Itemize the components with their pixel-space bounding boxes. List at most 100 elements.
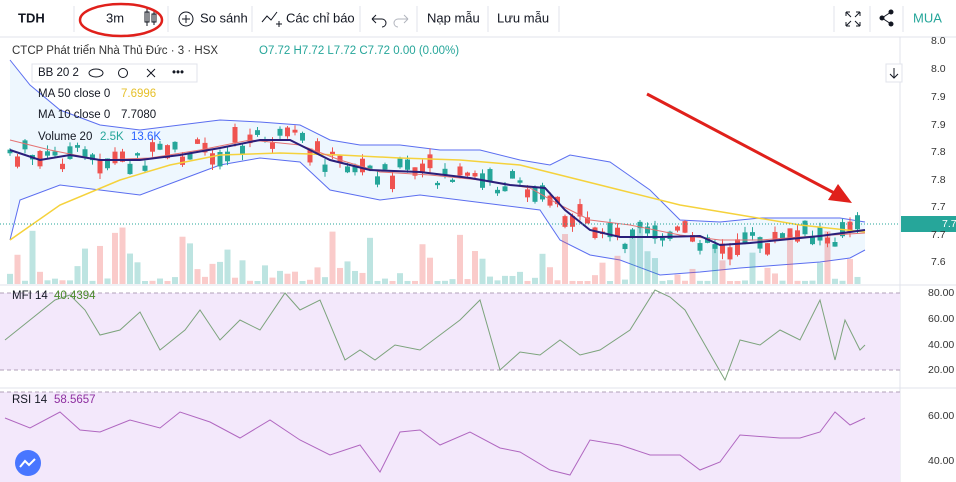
candle-body [607, 222, 613, 238]
candle-body [172, 141, 178, 150]
candle-body [202, 142, 208, 153]
rsi-tick-label: 40.00 [928, 455, 954, 467]
volume-bar [532, 277, 538, 284]
volume-bar [622, 279, 628, 284]
volume-bar [179, 236, 186, 284]
share[interactable] [879, 9, 894, 27]
candle-body [427, 154, 433, 169]
candle-body [135, 153, 140, 156]
volume-bar [562, 234, 568, 284]
candle-body [765, 243, 770, 255]
bb-lower [9, 157, 866, 276]
price-tick-label: 8.0 [931, 63, 946, 75]
save-template[interactable]: Lưu mẫu [497, 10, 549, 25]
volume-bar [682, 280, 688, 284]
volume-bar [397, 273, 403, 284]
candle-body [300, 132, 305, 141]
volume-bar [299, 280, 306, 284]
volume-bar [322, 277, 328, 284]
volume-bar [637, 228, 643, 284]
ma10-legend: MA 10 close 0 [38, 109, 110, 121]
volume-bar [172, 277, 178, 284]
volume-bar [149, 280, 156, 284]
load-template[interactable]: Nạp mẫu [427, 10, 480, 25]
rsi-value: 58.5657 [54, 394, 96, 406]
volume-bar [757, 280, 763, 284]
ma50-legend: MA 50 close 0 [38, 88, 110, 100]
volume-bar [22, 280, 28, 284]
candle-body [667, 231, 673, 239]
compare[interactable]: So sánh [200, 10, 248, 25]
volume-bar [824, 231, 831, 284]
candle-icon[interactable] [144, 8, 157, 26]
volume-bar [779, 280, 786, 284]
volume-bar [809, 280, 816, 284]
volume-bar [554, 280, 561, 284]
candle-body [397, 158, 403, 168]
candle-body [157, 143, 163, 150]
candle-body [367, 165, 373, 169]
candle-body [345, 166, 350, 173]
volume-bar [674, 274, 681, 284]
volume-bar [284, 273, 291, 284]
symbol[interactable]: TDH [18, 10, 45, 25]
volume-bar [854, 276, 861, 284]
volume-bar [82, 248, 88, 284]
volume-bar [727, 281, 733, 284]
candle-body [622, 243, 628, 250]
candle-body [322, 164, 328, 172]
volume-bar [427, 257, 433, 284]
fullscreen[interactable] [845, 11, 861, 27]
volume-bar [134, 262, 141, 284]
highlight-ellipse [78, 2, 164, 38]
eye-icon[interactable] [88, 68, 104, 78]
volume-bar [599, 262, 606, 284]
candle-body [435, 182, 440, 186]
candle-body [165, 145, 170, 159]
volume-bar [802, 280, 808, 284]
volume-bar [164, 281, 171, 284]
volume-bar [652, 258, 658, 284]
more-icon[interactable]: ••• [172, 67, 184, 79]
volume-bar [104, 278, 111, 284]
candle-body [270, 142, 275, 149]
volume-bar [269, 277, 276, 284]
volume-bar [742, 280, 748, 284]
candle-body [487, 169, 493, 183]
indicators[interactable]: Các chỉ báo [286, 10, 355, 25]
candle-body [720, 243, 725, 254]
indicators-icon[interactable] [261, 11, 282, 27]
volume-bar [404, 280, 411, 284]
bb-fill [10, 60, 865, 275]
interval[interactable]: 3m [106, 10, 124, 25]
candle-body [210, 153, 215, 165]
candle-body [352, 165, 358, 173]
volume-bar [419, 244, 426, 284]
price-tick-label: 7.7 [931, 229, 946, 241]
volume-bar [592, 275, 598, 284]
candle-body [22, 140, 28, 150]
volume-bar [277, 270, 283, 284]
settings-icon[interactable] [118, 68, 128, 78]
volume-bar [449, 279, 456, 284]
candle-body [390, 175, 395, 190]
volume-bar [389, 280, 396, 284]
ma50 [9, 152, 866, 241]
undo[interactable] [371, 14, 387, 28]
candle-body [247, 134, 253, 144]
volume-bar [614, 255, 621, 284]
volume-bar [367, 237, 373, 284]
compare-icon[interactable] [178, 11, 194, 27]
volume-bar [517, 271, 523, 284]
buy-button[interactable]: MUA [913, 10, 942, 25]
candle-body [817, 227, 823, 241]
remove-icon[interactable] [146, 68, 156, 78]
candle-body [712, 244, 718, 249]
redo[interactable] [393, 14, 409, 28]
candle-body [442, 168, 448, 175]
volume-bar [142, 280, 148, 284]
candle-body [232, 127, 238, 143]
candle-body [52, 151, 58, 156]
volume-bar [74, 266, 81, 284]
candle-body [7, 149, 13, 154]
